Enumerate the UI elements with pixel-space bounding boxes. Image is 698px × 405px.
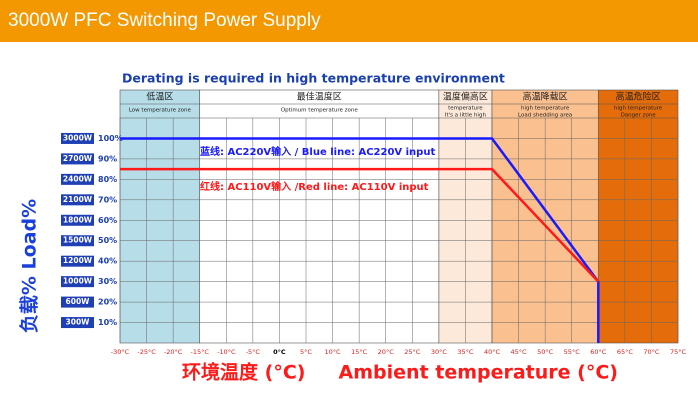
x-tick-label: 65°C xyxy=(617,348,634,356)
data-line xyxy=(120,137,600,343)
power-box xyxy=(61,235,94,247)
zone xyxy=(199,89,440,344)
zone-name: 高温危险区 xyxy=(616,91,661,103)
zone-desc: Optimum temperature zone xyxy=(281,108,359,114)
power-label: 300W xyxy=(66,318,91,327)
zone-name: 温度偏高区 xyxy=(443,91,488,103)
x-tick-label: 45°C xyxy=(511,348,528,356)
x-tick-label: 25°C xyxy=(404,348,421,356)
y-tick-label: 30% xyxy=(98,277,117,286)
y-tick-label: 40% xyxy=(98,257,117,266)
y-tick-label: 100% xyxy=(98,134,123,143)
x-tick-label: -25°C xyxy=(137,348,156,356)
power-box xyxy=(61,153,94,165)
zone-desc: Low temperature zone xyxy=(129,108,192,114)
x-tick-label: -10°C xyxy=(217,348,236,356)
series-label: 蓝线: AC220V输入 / Blue line: AC220V input xyxy=(200,145,435,158)
power-box xyxy=(61,194,94,206)
power-label: 1800W xyxy=(63,215,93,224)
series-label: 红线: AC110V输入 /Red line: AC110V input xyxy=(200,180,429,193)
power-label: 600W xyxy=(66,297,91,306)
y-tick-label: 90% xyxy=(98,154,117,163)
y-tick-label: 70% xyxy=(98,195,117,204)
y-tick-label: 10% xyxy=(98,318,117,327)
zone-name: 最佳温度区 xyxy=(297,91,342,103)
x-tick-label: 5°C xyxy=(300,348,312,356)
x-tick-label: 70°C xyxy=(643,348,660,356)
x-tick-label: -15°C xyxy=(191,348,210,356)
y-tick-label: 50% xyxy=(98,236,117,245)
x-tick-label: 0°C xyxy=(273,348,286,356)
power-label: 1500W xyxy=(63,236,93,245)
power-label: 3000W xyxy=(63,133,93,142)
x-tick-label: -30°C xyxy=(111,348,130,356)
zone xyxy=(597,89,679,344)
zone-desc: It's a little high xyxy=(445,113,487,119)
power-box xyxy=(61,317,94,329)
x-tick-label: 75°C xyxy=(670,348,687,356)
power-label: 2100W xyxy=(63,195,93,204)
zone-desc: Load shedding area xyxy=(518,113,572,119)
x-tick-label: 55°C xyxy=(564,348,581,356)
x-tick-label: 20°C xyxy=(378,348,395,356)
zone-name: 低温区 xyxy=(146,91,173,103)
x-tick-label: 35°C xyxy=(457,348,474,356)
zone-name: 高温降载区 xyxy=(523,91,568,103)
power-box xyxy=(61,276,94,288)
x-tick-label: -20°C xyxy=(164,348,183,356)
chart-title: Derating is required in high temperature… xyxy=(122,71,505,86)
power-box xyxy=(61,132,94,144)
power-box xyxy=(61,173,94,185)
x-tick-label: 15°C xyxy=(351,348,368,356)
x-tick-label: 50°C xyxy=(537,348,554,356)
x-tick-label: 10°C xyxy=(325,348,342,356)
power-box xyxy=(61,214,94,226)
zone-desc: high temperature xyxy=(614,106,663,112)
y-axis-label: 负载% Load% xyxy=(18,199,41,333)
power-label: 1000W xyxy=(63,277,93,286)
power-box xyxy=(61,255,94,267)
power-label: 2700W xyxy=(63,154,93,163)
power-label: 1200W xyxy=(63,256,93,265)
x-tick-label: -5°C xyxy=(246,348,261,356)
chart: Derating is required in high temperature… xyxy=(18,71,687,384)
y-tick-label: 60% xyxy=(98,216,117,225)
data-line xyxy=(120,167,600,283)
x-tick-label: 30°C xyxy=(431,348,448,356)
power-label: 2400W xyxy=(63,174,93,183)
y-tick-label: 80% xyxy=(98,175,117,184)
zone-desc: Danger zone xyxy=(621,113,657,119)
y-tick-label: 20% xyxy=(98,298,117,307)
x-axis-label: 环境温度 (°C) Ambient temperature (°C) xyxy=(182,361,618,384)
zone-desc: high temperature xyxy=(521,106,570,112)
header-title: 3000W PFC Switching Power Supply xyxy=(0,0,698,42)
zone-desc: temperature xyxy=(448,106,483,112)
x-tick-label: 40°C xyxy=(484,348,501,356)
x-tick-label: 60°C xyxy=(590,348,607,356)
power-box xyxy=(61,296,94,308)
zone xyxy=(119,89,201,344)
